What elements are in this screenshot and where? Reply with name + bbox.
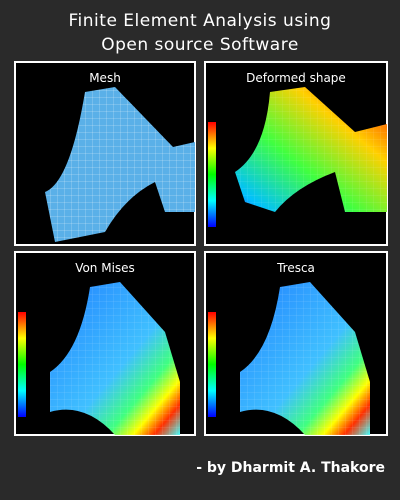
title-line: Open source Software [101, 35, 299, 55]
panel: Mesh [14, 61, 196, 246]
title-line: Finite Element Analysis using [69, 11, 332, 31]
panel: Deformed shape [204, 61, 388, 246]
panel-label: Tresca [276, 261, 315, 275]
byline: - by Dharmit A. Thakore [196, 460, 385, 476]
panel-label: Von Mises [75, 261, 135, 275]
panel: Tresca [204, 251, 388, 436]
panel-label: Mesh [89, 71, 121, 85]
panel: Von Mises [14, 251, 196, 436]
panel-label: Deformed shape [246, 71, 346, 85]
